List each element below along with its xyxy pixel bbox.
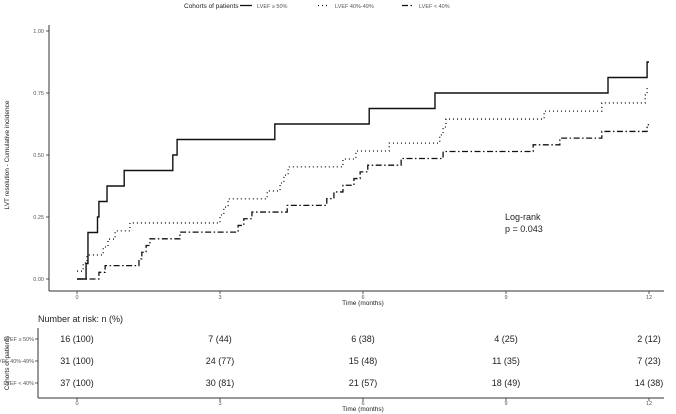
logrank-label: Log-rank	[505, 212, 541, 222]
risk-table: LVEF ≥ 50% 16 (100) 7 (44) 6 (38) 4 (25) 2 (1…	[0, 328, 664, 407]
legend-label: LVEF ≥ 50%	[257, 4, 288, 10]
risk-table-title: Number at risk: n (%)	[38, 314, 123, 324]
y-tick-label: 1.00	[33, 29, 44, 35]
legend: LVEF ≥ 50% LVEF 40%-49% LVEF < 40%	[240, 4, 450, 10]
risk-x-tick-label: 9	[504, 401, 507, 407]
risk-cell: 31 (100)	[60, 356, 94, 366]
risk-table-y-title: Cohorts of patients	[4, 335, 11, 390]
y-tick-label: 0.00	[33, 277, 44, 283]
x-tick-label: 6	[361, 295, 364, 301]
risk-cell: 2 (12)	[637, 334, 661, 344]
x-tick-label: 0	[75, 295, 78, 301]
risk-x-tick-label: 3	[218, 401, 221, 407]
risk-x-tick-label: 0	[75, 401, 78, 407]
risk-cell: 24 (77)	[206, 356, 235, 366]
series-line-1	[77, 86, 649, 272]
legend-title: Cohorts of patients	[184, 3, 239, 10]
risk-cell: 7 (44)	[208, 334, 232, 344]
risk-cell: 4 (25)	[494, 334, 518, 344]
risk-cell: 7 (23)	[637, 356, 661, 366]
risk-cell: 30 (81)	[206, 378, 235, 388]
series-line-0	[77, 61, 649, 280]
y-tick-label: 0.75	[33, 91, 44, 97]
risk-cell: 14 (38)	[635, 378, 664, 388]
plot-area: 0.00 0.25 0.50 0.75 1.00 0 3 6 9 12	[33, 25, 664, 301]
y-tick-label: 0.50	[33, 153, 44, 159]
risk-cell: 37 (100)	[60, 378, 94, 388]
risk-x-tick-label: 6	[361, 401, 364, 407]
p-value: p = 0.043	[505, 224, 543, 234]
legend-label: LVEF < 40%	[419, 4, 450, 10]
risk-row-label: LVEF ≥ 50%	[4, 337, 35, 343]
risk-cell: 11 (35)	[492, 356, 520, 366]
y-tick-label: 0.25	[33, 215, 44, 221]
risk-cell: 6 (38)	[351, 334, 375, 344]
risk-row-label: LVEF 40%-49%	[0, 359, 34, 365]
risk-cell: 21 (57)	[349, 378, 378, 388]
risk-x-tick-label: 12	[646, 401, 652, 407]
y-axis-title: LVT resolution - Cumulative incidence	[4, 100, 11, 209]
series-line-2	[77, 124, 649, 280]
risk-table-x-title: Time (months)	[342, 406, 384, 413]
risk-cell: 15 (48)	[349, 356, 378, 366]
legend-label: LVEF 40%-49%	[335, 4, 374, 10]
risk-cell: 16 (100)	[60, 334, 94, 344]
risk-row-label: LVEF < 40%	[3, 381, 34, 387]
x-axis-title: Time (months)	[342, 300, 384, 307]
x-tick-label: 3	[218, 295, 221, 301]
risk-cell: 18 (49)	[492, 378, 521, 388]
x-tick-label: 12	[646, 295, 652, 301]
x-tick-label: 9	[504, 295, 507, 301]
